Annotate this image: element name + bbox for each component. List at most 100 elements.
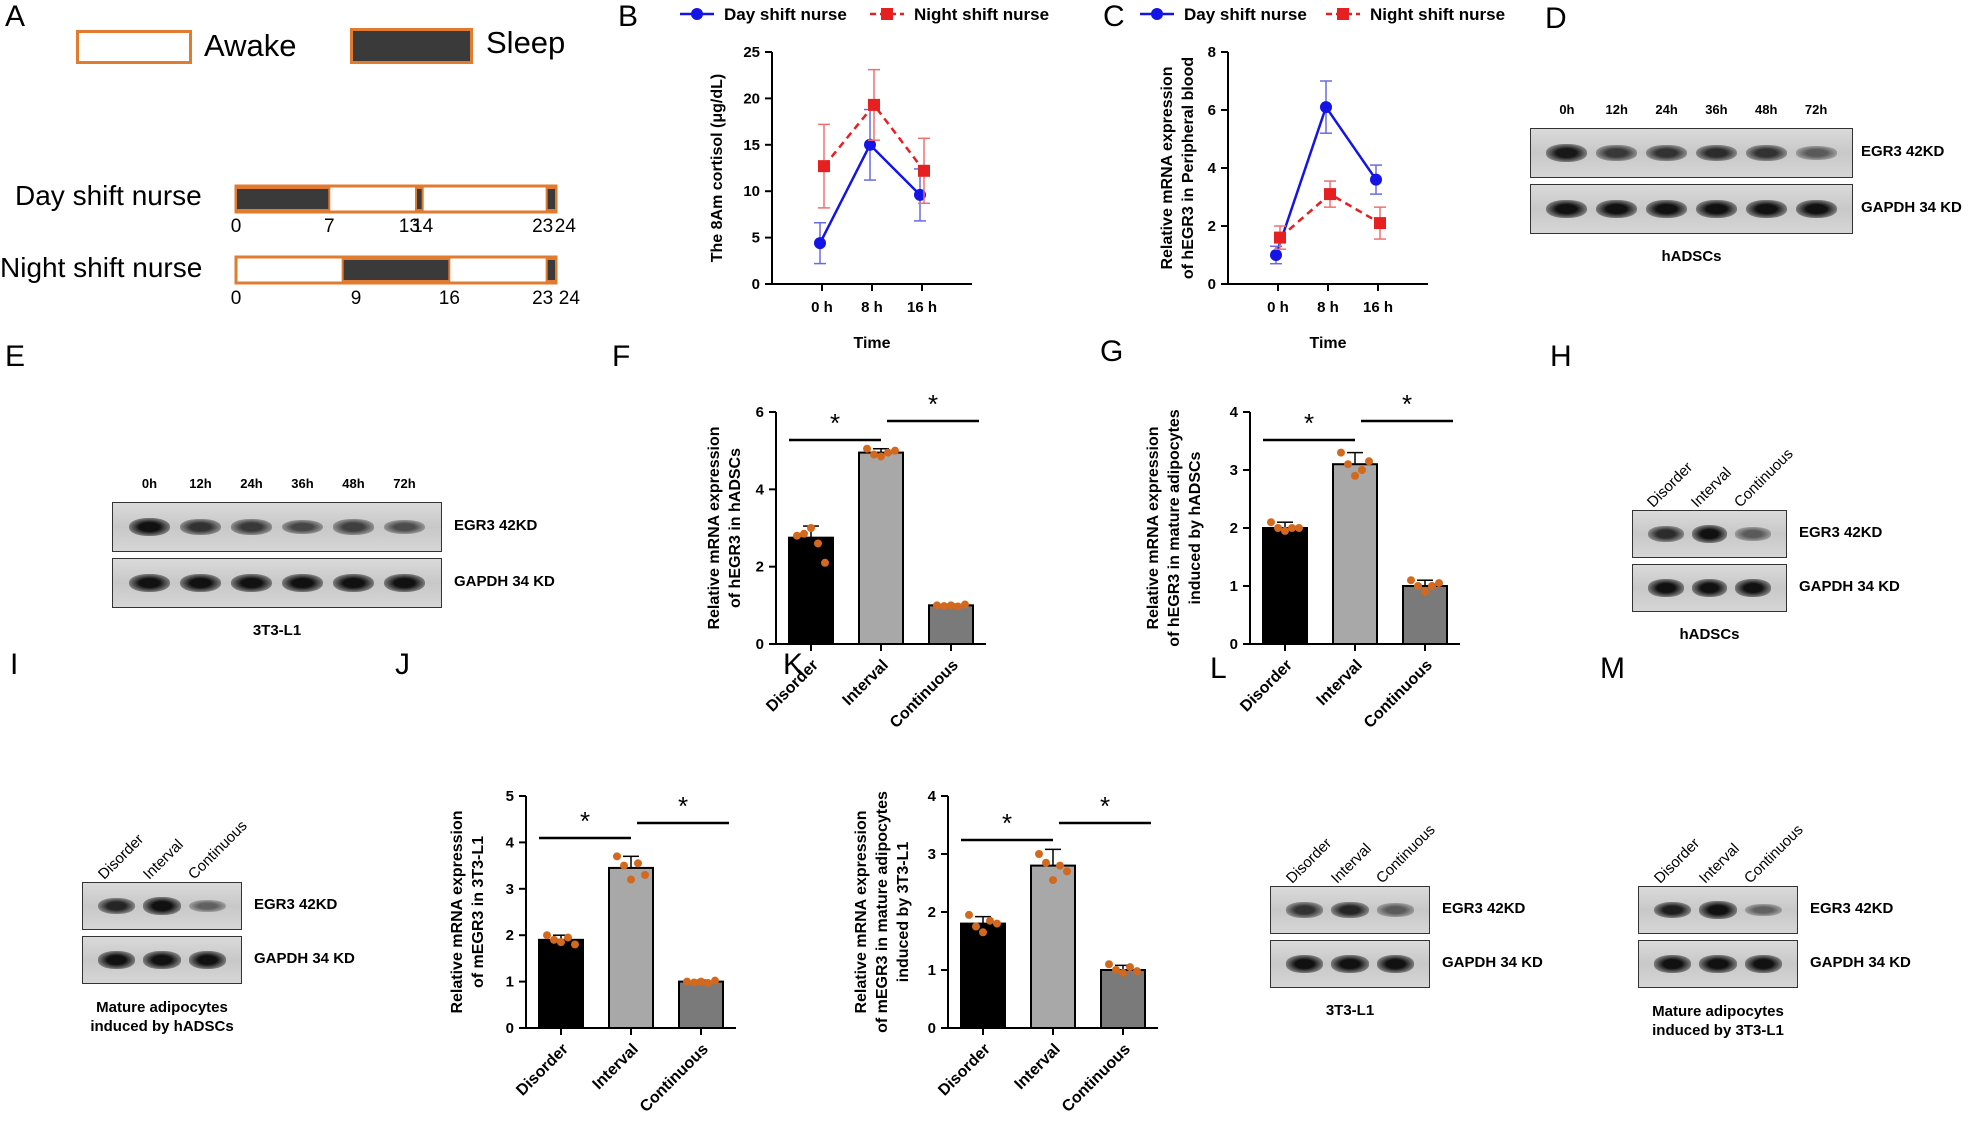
blot-lane-label: 72h bbox=[393, 476, 416, 491]
blot-lane-label: 48h bbox=[1755, 102, 1778, 117]
y-tick-label: 2 bbox=[506, 927, 514, 944]
day-tick-label: 24 bbox=[555, 216, 577, 237]
gapdh-label: GAPDH 34 KD bbox=[1810, 954, 1911, 971]
day-tick-label: 14 bbox=[412, 216, 434, 237]
y-tick-label: 0 bbox=[928, 1020, 936, 1037]
blot-band bbox=[98, 951, 136, 969]
data-dot bbox=[821, 558, 829, 567]
blot-band bbox=[179, 573, 222, 593]
data-dot bbox=[1421, 587, 1429, 596]
data-dot bbox=[690, 978, 698, 987]
y-tick-label: 4 bbox=[506, 834, 515, 851]
y-tick-label: 2 bbox=[1208, 218, 1216, 235]
blot-band bbox=[188, 951, 226, 969]
data-dot bbox=[961, 600, 969, 609]
blot-band bbox=[179, 518, 222, 536]
blot-band bbox=[1654, 955, 1692, 973]
data-dot bbox=[807, 524, 815, 532]
x-tick-label: Interval bbox=[840, 657, 892, 709]
data-dot bbox=[940, 602, 948, 611]
data-dot bbox=[972, 922, 980, 931]
blot-caption-line-2: induced by hADSCs bbox=[90, 1018, 234, 1035]
sig-star-2: * bbox=[1402, 389, 1412, 419]
blot-caption: hADSCs bbox=[1679, 626, 1740, 643]
x-tick-label: 0 h bbox=[1267, 299, 1289, 316]
y-tick-label: 2 bbox=[1230, 520, 1238, 537]
bar-continuous bbox=[928, 604, 974, 645]
blot-band bbox=[1699, 955, 1737, 973]
legend-day-label: Day shift nurse bbox=[1184, 5, 1307, 24]
panel-letter-l: L bbox=[1210, 652, 1227, 685]
panel-letter-c: C bbox=[1103, 0, 1125, 33]
blot-band bbox=[1735, 579, 1772, 597]
data-dot bbox=[870, 450, 878, 459]
data-dot bbox=[1351, 471, 1359, 480]
bar-interval bbox=[858, 451, 904, 645]
y-tick-label: 5 bbox=[506, 788, 514, 805]
x-tick-label: Continuous bbox=[1059, 1041, 1134, 1116]
data-dot bbox=[1365, 457, 1373, 466]
panel-letter-m: M bbox=[1600, 652, 1625, 685]
y-tick-label: 3 bbox=[1230, 462, 1238, 479]
blot-band bbox=[1546, 199, 1588, 219]
data-dot bbox=[947, 601, 955, 610]
blot-band bbox=[1646, 144, 1687, 162]
night-shift-sleep-segment bbox=[545, 258, 558, 282]
legend-awake-label: Awake bbox=[204, 28, 297, 63]
day-shift-sleep-segment bbox=[415, 187, 424, 211]
gapdh-label: GAPDH 34 KD bbox=[254, 950, 355, 967]
data-point bbox=[1274, 231, 1286, 244]
x-tick-label: 0 h bbox=[811, 299, 833, 316]
y-tick-label: 0 bbox=[506, 1020, 514, 1037]
y-tick-label: 1 bbox=[1230, 578, 1238, 595]
sig-star-1: * bbox=[580, 806, 590, 836]
blot-band bbox=[1647, 526, 1684, 542]
x-tick-label: Disorder bbox=[1237, 657, 1296, 716]
bar-disorder bbox=[788, 536, 834, 646]
y-axis-label: The 8Am cortisol (μg/dL) bbox=[709, 74, 726, 262]
data-dot bbox=[1428, 582, 1436, 590]
blot-band bbox=[230, 573, 273, 593]
blot-band bbox=[1647, 579, 1684, 597]
blot-band bbox=[188, 899, 226, 913]
blot-band bbox=[1596, 145, 1638, 161]
data-dot bbox=[1049, 876, 1057, 885]
data-dot bbox=[1274, 524, 1282, 532]
blot-band bbox=[1745, 199, 1787, 219]
y-axis-label: Relative mRNA expression of hEGR3 in hADS… bbox=[706, 426, 744, 629]
blot-lane-label: 0h bbox=[1559, 102, 1575, 117]
data-dot bbox=[641, 870, 649, 879]
data-dot bbox=[1056, 861, 1064, 870]
panel-letter-j: J bbox=[395, 648, 410, 681]
panel-letter-g: G bbox=[1100, 335, 1124, 368]
blot-caption: 3T3-L1 bbox=[1325, 1002, 1375, 1019]
blot-band bbox=[1795, 199, 1837, 219]
data-dot bbox=[793, 531, 801, 540]
sig-star-1: * bbox=[830, 408, 840, 438]
data-dot bbox=[1407, 576, 1415, 585]
x-tick-label: 16 h bbox=[907, 299, 937, 316]
blot-band bbox=[1695, 199, 1737, 219]
data-dot bbox=[1414, 582, 1422, 590]
panel-letter-d: D bbox=[1545, 2, 1567, 35]
sig-star-1: * bbox=[1304, 408, 1314, 438]
blot-band bbox=[128, 517, 171, 537]
y-tick-label: 4 bbox=[1230, 404, 1239, 421]
blot-band bbox=[1795, 146, 1837, 160]
gapdh-label: GAPDH 34 KD bbox=[1861, 199, 1962, 216]
y-tick-label: 0 bbox=[1208, 276, 1216, 293]
y-tick-label: 6 bbox=[756, 404, 764, 421]
legend-night-label: Night shift nurse bbox=[914, 5, 1049, 24]
blot-band bbox=[1691, 579, 1728, 597]
blot-band bbox=[1745, 144, 1787, 162]
x-axis-label: Time bbox=[853, 335, 890, 352]
bar-interval bbox=[1030, 864, 1076, 1029]
egr3-label: EGR3 42KD bbox=[1799, 524, 1883, 541]
legend-day-label: Day shift nurse bbox=[724, 5, 847, 24]
night-shift-sleep-segment bbox=[341, 258, 451, 282]
legend-night-marker bbox=[881, 8, 893, 20]
gapdh-label: GAPDH 34 KD bbox=[454, 573, 555, 590]
blot-caption-line-2: induced by 3T3-L1 bbox=[1652, 1022, 1784, 1039]
